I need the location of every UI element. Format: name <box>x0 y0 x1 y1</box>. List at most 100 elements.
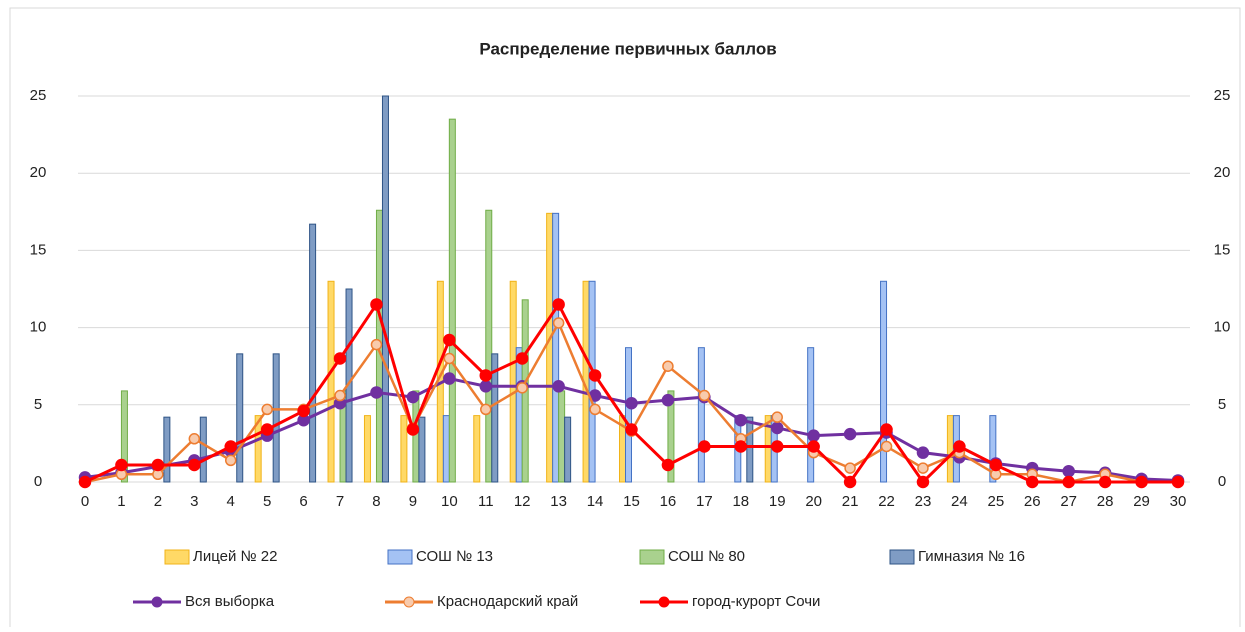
y-tick-label: 0 <box>34 473 42 490</box>
marker <box>734 440 748 453</box>
legend-label: Краснодарский край <box>437 593 578 610</box>
bar <box>254 415 262 483</box>
y2-tick-label: 15 <box>1214 241 1231 258</box>
bar <box>552 212 560 483</box>
x-tick-label: 10 <box>441 493 458 510</box>
marker <box>770 421 784 435</box>
legend-label: город-курорт Сочи <box>692 593 820 610</box>
marker <box>661 393 675 407</box>
marker <box>1135 475 1148 489</box>
marker <box>115 458 128 472</box>
x-tick-label: 15 <box>623 493 640 510</box>
bar <box>697 347 705 483</box>
bar <box>400 415 408 483</box>
marker <box>443 333 456 347</box>
bar <box>667 390 675 483</box>
marker <box>188 433 201 445</box>
marker <box>224 440 237 453</box>
x-tick-label: 13 <box>550 493 567 510</box>
legend-swatch <box>889 549 915 565</box>
x-tick-label: 7 <box>336 493 344 510</box>
legend-label: Вся выборка <box>185 593 275 610</box>
y-tick-label: 10 <box>30 319 47 336</box>
y2-tick-label: 5 <box>1218 396 1226 413</box>
bar <box>381 95 389 483</box>
x-tick-label: 12 <box>514 493 531 510</box>
legend-swatch <box>387 549 413 565</box>
marker <box>552 298 565 311</box>
x-tick-label: 6 <box>299 493 307 510</box>
marker <box>78 475 92 489</box>
marker <box>589 403 601 416</box>
x-tick-label: 17 <box>696 493 713 510</box>
marker <box>625 423 638 436</box>
marker <box>516 382 528 394</box>
bar <box>625 347 632 483</box>
marker <box>844 462 856 474</box>
marker <box>807 429 820 442</box>
marker <box>916 475 930 489</box>
legend-marker <box>658 596 670 608</box>
marker <box>698 440 711 453</box>
marker <box>880 423 893 436</box>
bar <box>327 280 335 483</box>
marker <box>151 458 165 472</box>
marker <box>916 446 930 459</box>
y-tick-label: 15 <box>30 241 47 258</box>
x-tick-label: 11 <box>478 493 494 510</box>
marker <box>406 390 420 404</box>
bar <box>442 415 450 483</box>
y2-tick-label: 25 <box>1214 87 1231 104</box>
bar <box>309 223 317 483</box>
bar <box>491 353 499 483</box>
x-tick-label: 22 <box>878 493 895 510</box>
marker <box>1062 464 1075 478</box>
bar <box>546 212 554 483</box>
marker <box>880 440 893 453</box>
legend-label: Гимназия № 16 <box>918 548 1025 565</box>
bar <box>989 415 997 483</box>
x-tick-label: 27 <box>1060 493 1077 510</box>
marker <box>1026 475 1039 489</box>
marker <box>1062 475 1075 489</box>
marker <box>334 389 346 402</box>
marker <box>297 404 310 418</box>
marker <box>480 403 492 416</box>
marker <box>843 427 857 441</box>
bar <box>746 416 754 483</box>
bar <box>485 209 493 483</box>
bar <box>363 415 371 483</box>
marker <box>771 411 783 423</box>
bar <box>880 280 888 483</box>
marker <box>515 352 529 365</box>
x-tick-label: 2 <box>154 493 162 510</box>
marker <box>479 369 493 382</box>
marker <box>734 413 748 427</box>
bar <box>558 390 566 483</box>
marker <box>443 352 456 365</box>
marker <box>662 360 674 372</box>
x-tick-label: 24 <box>951 493 968 510</box>
legend-marker <box>403 596 415 608</box>
x-tick-label: 26 <box>1024 493 1041 510</box>
bar <box>515 347 523 483</box>
marker <box>370 338 383 351</box>
legend-swatch <box>164 549 190 565</box>
marker <box>333 352 347 365</box>
marker <box>552 317 565 329</box>
x-tick-label: 30 <box>1170 493 1187 510</box>
legend-label: СОШ № 80 <box>668 548 745 565</box>
x-tick-label: 29 <box>1133 493 1150 510</box>
legend-swatch <box>639 549 665 565</box>
x-tick-label: 28 <box>1097 493 1114 510</box>
y-tick-label: 25 <box>30 87 47 104</box>
legend-marker <box>151 596 163 608</box>
bar <box>272 353 280 483</box>
marker <box>843 475 857 489</box>
chart-title: Распределение первичных баллов <box>479 39 776 58</box>
x-tick-label: 19 <box>769 493 786 510</box>
marker <box>260 423 274 436</box>
marker <box>989 458 1003 472</box>
legend-label: СОШ № 13 <box>416 548 493 565</box>
